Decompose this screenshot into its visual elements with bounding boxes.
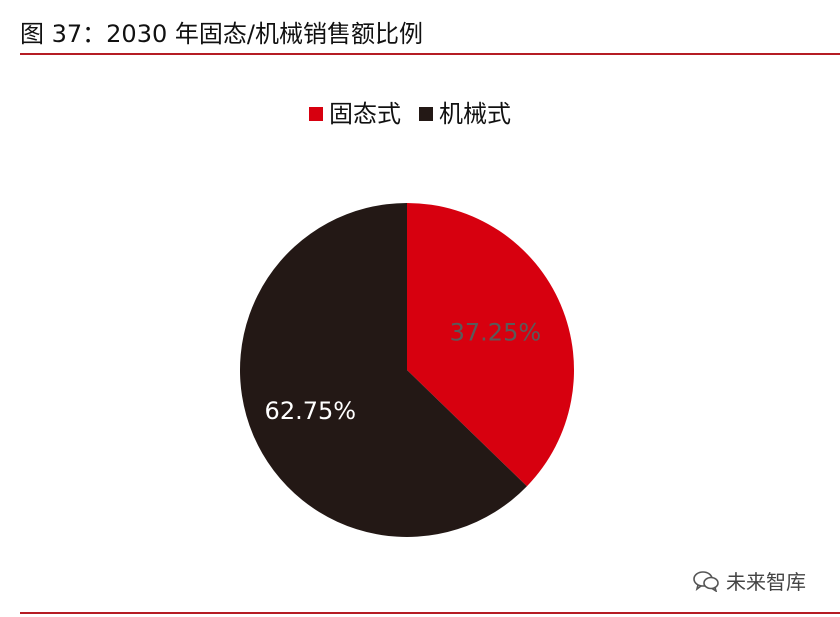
legend-label-mechanical: 机械式 xyxy=(439,100,511,128)
data-label-solid-state: 37.25% xyxy=(450,319,542,347)
legend-label-solid-state: 固态式 xyxy=(329,100,401,128)
wechat-icon xyxy=(693,570,719,592)
figure-title: 图 37：2030 年固态/机械销售额比例 xyxy=(20,20,423,48)
watermark: 未来智库 xyxy=(692,566,806,595)
bottom-rule xyxy=(20,612,840,614)
legend-swatch-mechanical xyxy=(419,107,433,121)
legend-swatch-solid-state xyxy=(309,107,323,121)
pie-slice-mechanical xyxy=(239,203,527,538)
legend-item-mechanical: 机械式 xyxy=(419,98,511,130)
watermark-text: 未来智库 xyxy=(726,570,806,594)
pie-slice-solid-state xyxy=(407,203,574,487)
chart-legend: 固态式 机械式 xyxy=(0,98,820,130)
legend-item-solid-state: 固态式 xyxy=(309,98,401,130)
data-label-mechanical: 62.75% xyxy=(265,397,357,425)
top-rule xyxy=(20,53,840,55)
